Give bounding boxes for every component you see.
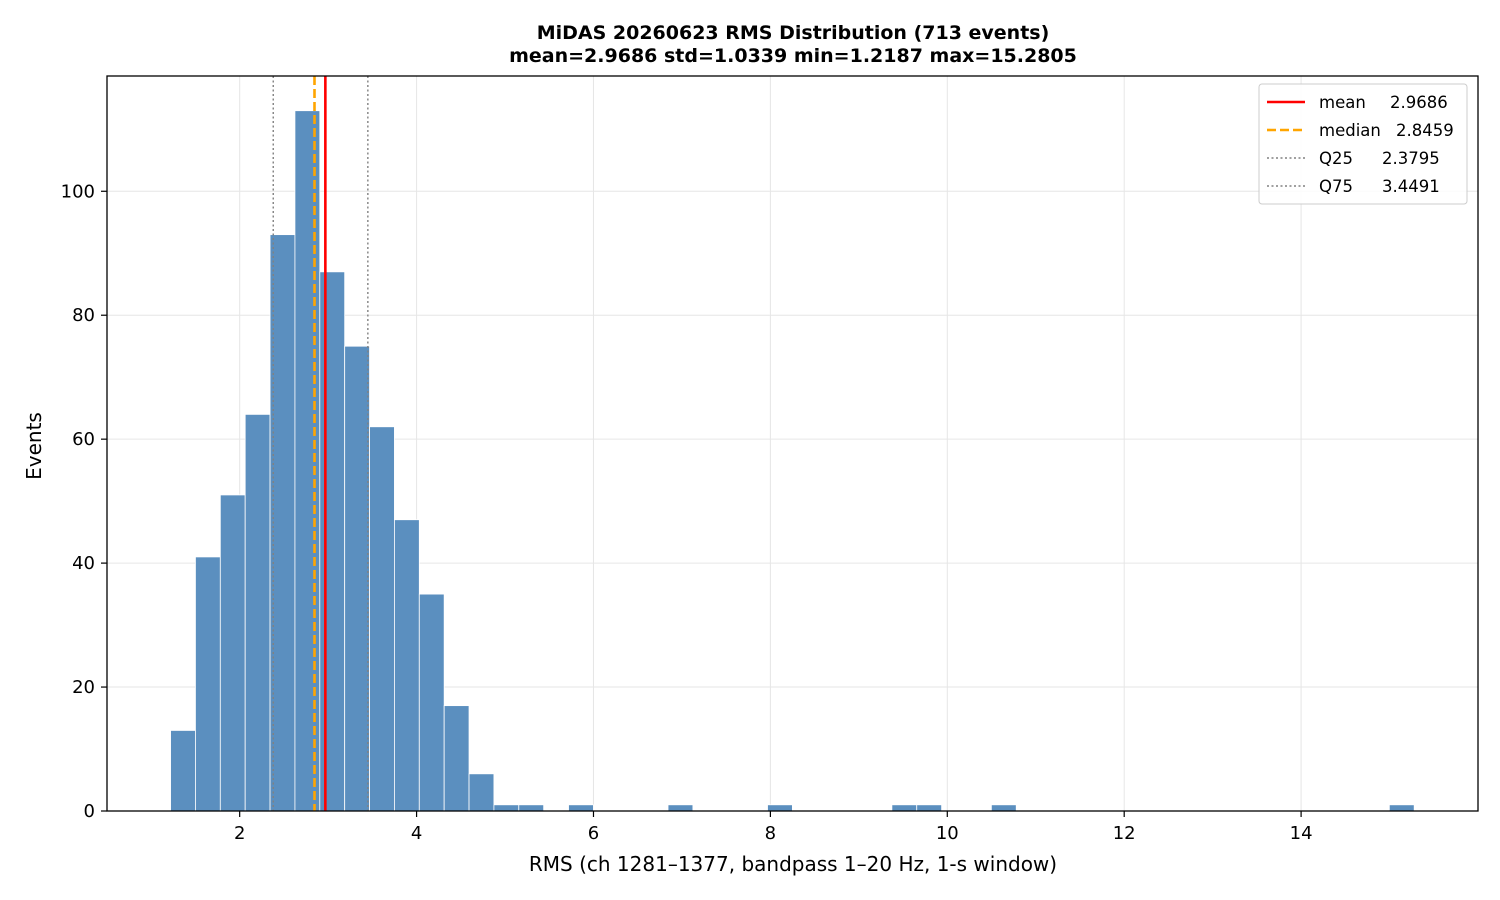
y-tick-label: 60 [72,429,95,450]
y-tick-label: 20 [72,677,95,698]
x-tick-label: 6 [588,823,599,844]
histogram-bar [568,804,594,812]
legend-mean-value: 2.9686 [1390,93,1448,112]
legend-mean-name: mean [1319,93,1366,112]
histogram-bar [518,804,545,812]
y-tick-label: 0 [84,801,95,822]
legend-box [1258,83,1468,205]
histogram-bar [369,426,395,812]
histogram-bar [344,345,370,812]
legend-q75-name: Q75 [1319,177,1353,196]
histogram-bar [269,234,296,812]
histogram-bar [916,804,943,812]
chart-title: MiDAS 20260623 RMS Distribution (713 eve… [537,22,1050,44]
x-axis-ticks: 2 4 6 8 10 12 14 [234,811,1313,844]
x-tick-label: 12 [1113,823,1136,844]
y-axis-label: Events [22,412,46,480]
x-tick-label: 10 [936,823,959,844]
statistic-lines [272,76,369,811]
y-tick-label: 100 [61,181,95,202]
y-tick-label: 80 [72,305,95,326]
histogram-bar [468,773,495,812]
chart-subtitle: mean=2.9686 std=1.0339 min=1.2187 max=15… [509,45,1077,67]
legend-median-name: median [1319,121,1381,140]
histogram-bars [170,110,1415,812]
histogram-bar [394,519,420,812]
x-tick-label: 8 [765,823,776,844]
histogram-bar [891,804,918,812]
histogram-bar [493,804,520,812]
plot-frame [106,75,1479,812]
x-tick-label: 14 [1290,823,1313,844]
histogram-bar [767,804,793,812]
legend-q25-name: Q25 [1319,149,1353,168]
histogram-bar [418,593,445,812]
histogram-bar [443,705,470,812]
legend: mean 2.9686 median 2.8459 Q25 2.3795 Q75 3.4491 [1258,83,1468,205]
histogram-bar [319,271,346,812]
histogram-bar [170,730,196,812]
legend-q75-value: 3.4491 [1382,177,1440,196]
x-tick-label: 2 [234,823,245,844]
histogram-bar [195,556,221,812]
histogram-bar [990,804,1017,812]
legend-median-value: 2.8459 [1396,121,1454,140]
histogram-bar [294,110,321,812]
histogram-bar [244,413,271,812]
y-tick-label: 40 [72,553,95,574]
y-axis-ticks: 0 20 40 60 80 100 [61,181,107,822]
x-tick-label: 4 [411,823,422,844]
histogram-bar [219,494,246,812]
legend-q25-value: 2.3795 [1382,149,1440,168]
histogram-bar [667,804,694,812]
histogram-bar [1388,804,1415,812]
x-axis-label: RMS (ch 1281–1377, bandpass 1–20 Hz, 1-s… [529,852,1057,876]
